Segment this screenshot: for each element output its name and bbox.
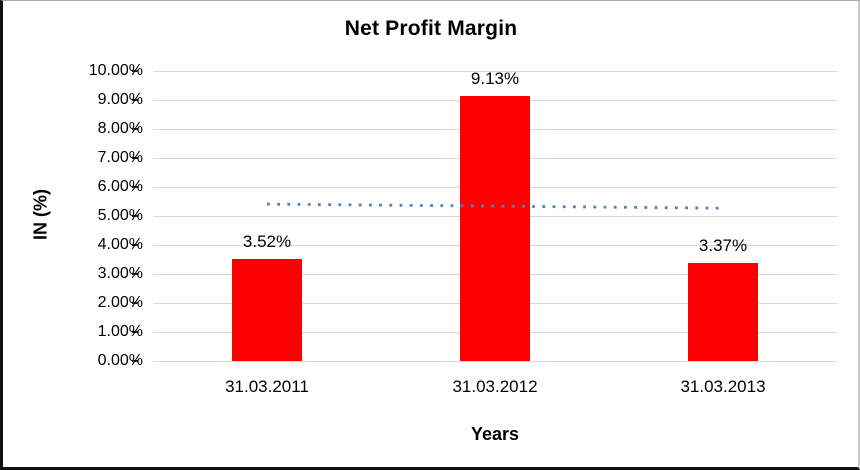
bar-data-label: 3.52% <box>242 231 292 251</box>
y-tick-label: 1.00% <box>97 323 143 340</box>
y-tick-mark <box>132 273 138 275</box>
y-tick-label: 3.00% <box>97 265 143 282</box>
y-tick-label: 10.00% <box>88 62 143 79</box>
y-tick-mark <box>132 157 138 159</box>
trendline <box>266 202 724 210</box>
y-tick-label: 5.00% <box>97 207 143 224</box>
bar-31.03.2011 <box>232 258 302 361</box>
bar-31.03.2013 <box>688 263 758 361</box>
gridline <box>153 70 837 72</box>
y-tick-mark <box>132 128 138 130</box>
bar-data-label: 9.13% <box>470 69 520 89</box>
chart-title: Net Profit Margin <box>344 17 518 40</box>
x-tick-label: 31.03.2012 <box>452 377 538 396</box>
y-tick-mark <box>132 215 138 217</box>
x-axis-title: Years <box>470 424 520 444</box>
plot-area: 3.52% 9.13% 3.37% <box>153 69 837 362</box>
y-tick-mark <box>132 186 138 188</box>
y-tick-mark <box>132 331 138 333</box>
gridline <box>153 360 837 362</box>
y-tick-mark <box>132 244 138 246</box>
y-tick-label: 4.00% <box>97 236 143 253</box>
y-tick-label: 6.00% <box>97 178 143 195</box>
trendline-dotted-line <box>266 202 724 210</box>
x-tick-label: 31.03.2013 <box>680 377 766 396</box>
y-tick-mark <box>132 302 138 304</box>
y-tick-mark <box>132 70 138 72</box>
y-tick-mark <box>132 360 138 362</box>
y-tick-label: 9.00% <box>97 91 143 108</box>
y-tick-label: 2.00% <box>97 294 143 311</box>
y-tick-label: 0.00% <box>97 352 143 369</box>
bar-data-label: 3.37% <box>698 236 748 256</box>
y-tick-mark <box>132 99 138 101</box>
y-tick-label: 7.00% <box>97 149 143 166</box>
y-tick-label: 8.00% <box>97 120 143 137</box>
bar-31.03.2012 <box>460 96 530 361</box>
x-tick-label: 31.03.2011 <box>225 377 309 396</box>
